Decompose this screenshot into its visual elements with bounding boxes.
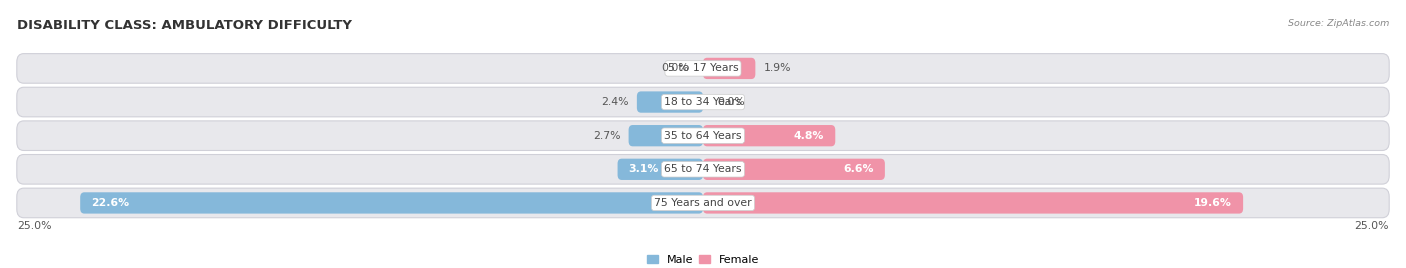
Text: 65 to 74 Years: 65 to 74 Years [664,164,742,174]
Text: 2.4%: 2.4% [602,97,628,107]
Text: 3.1%: 3.1% [628,164,659,174]
FancyBboxPatch shape [80,192,703,214]
Text: 2.7%: 2.7% [593,131,620,141]
Text: Source: ZipAtlas.com: Source: ZipAtlas.com [1288,19,1389,28]
Text: 6.6%: 6.6% [844,164,875,174]
Text: 75 Years and over: 75 Years and over [654,198,752,208]
FancyBboxPatch shape [17,54,1389,83]
Text: 1.9%: 1.9% [763,64,792,73]
FancyBboxPatch shape [617,159,703,180]
FancyBboxPatch shape [17,155,1389,184]
FancyBboxPatch shape [17,188,1389,218]
Legend: Male, Female: Male, Female [643,250,763,268]
Text: 18 to 34 Years: 18 to 34 Years [664,97,742,107]
FancyBboxPatch shape [703,125,835,146]
Text: DISABILITY CLASS: AMBULATORY DIFFICULTY: DISABILITY CLASS: AMBULATORY DIFFICULTY [17,19,352,32]
FancyBboxPatch shape [637,91,703,113]
Text: 5 to 17 Years: 5 to 17 Years [668,64,738,73]
Text: 4.8%: 4.8% [794,131,824,141]
FancyBboxPatch shape [628,125,703,146]
FancyBboxPatch shape [703,192,1243,214]
Text: 0.0%: 0.0% [717,97,745,107]
FancyBboxPatch shape [17,87,1389,117]
Text: 35 to 64 Years: 35 to 64 Years [664,131,742,141]
Text: 22.6%: 22.6% [91,198,129,208]
FancyBboxPatch shape [703,58,755,79]
FancyBboxPatch shape [17,121,1389,150]
Text: 25.0%: 25.0% [17,221,51,232]
Text: 0.0%: 0.0% [661,64,689,73]
Text: 25.0%: 25.0% [1355,221,1389,232]
FancyBboxPatch shape [703,159,884,180]
Text: 19.6%: 19.6% [1194,198,1232,208]
